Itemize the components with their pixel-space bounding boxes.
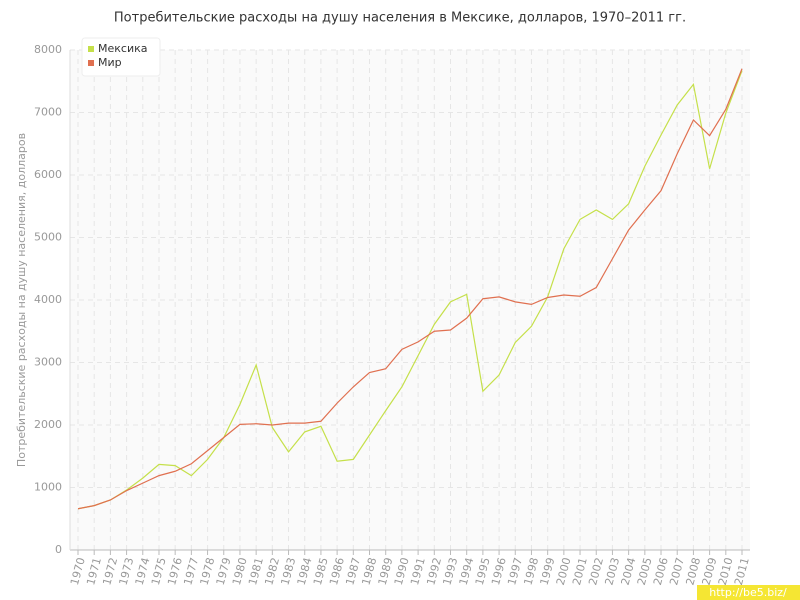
chart-title: Потребительские расходы на душу населени… [114, 11, 686, 26]
y-axis-label: Потребительские расходы на душу населени… [15, 133, 28, 467]
watermark: http://be5.biz/ [709, 586, 787, 599]
y-tick-label: 5000 [34, 231, 62, 244]
series-line [77, 68, 743, 510]
watermark-box [697, 585, 800, 600]
y-tick-label: 0 [55, 543, 62, 556]
y-tick-label: 4000 [34, 293, 62, 306]
legend-label: Мексика [98, 42, 147, 55]
legend-swatch [88, 46, 94, 52]
y-tick-label: 6000 [34, 168, 62, 181]
legend-box [81, 37, 161, 77]
series-line [77, 70, 743, 510]
y-tick-label: 2000 [34, 418, 62, 431]
plot-area [70, 50, 750, 550]
legend-swatch [88, 60, 94, 66]
y-tick-label: 7000 [34, 106, 62, 119]
legend-label: Мир [98, 56, 122, 69]
y-tick-label: 1000 [34, 481, 62, 494]
y-tick-label: 8000 [34, 43, 62, 56]
y-tick-label: 3000 [34, 356, 62, 369]
